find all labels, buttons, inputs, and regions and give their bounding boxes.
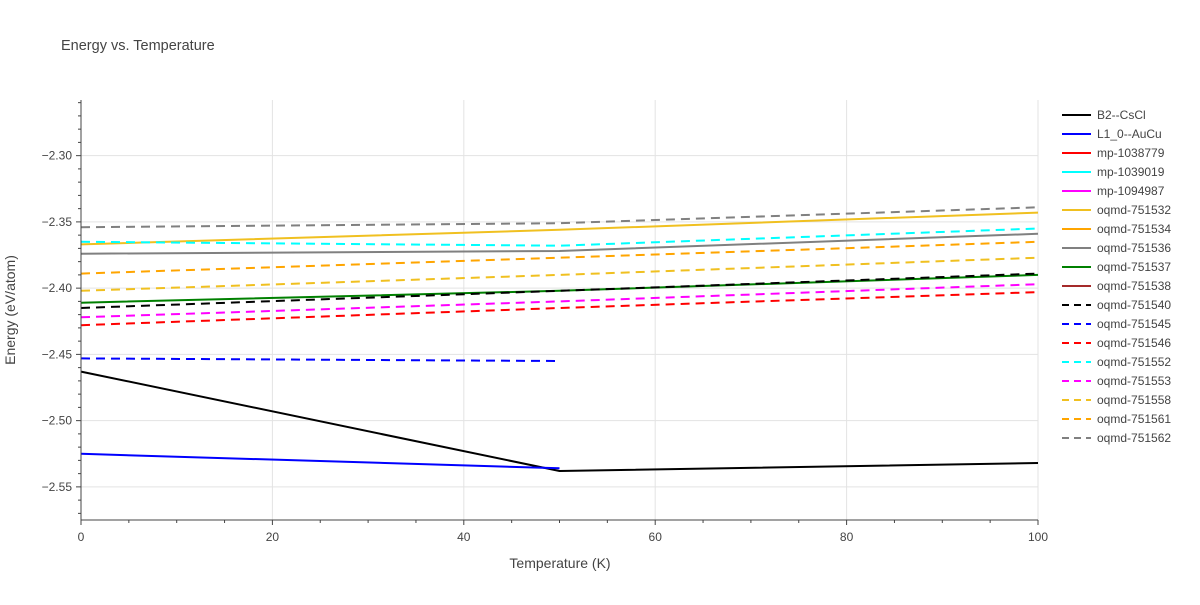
legend[interactable]: B2--CsCl L1_0--AuCu mp-1038779 mp-1039019 mp… bbox=[1062, 108, 1171, 445]
legend-item-oqmd-751538[interactable]: oqmd-751538 bbox=[1062, 279, 1171, 293]
series-line-oqmd-751546 bbox=[80, 291, 1039, 327]
legend-label: mp-1038779 bbox=[1097, 146, 1165, 160]
legend-item-oqmd-751558[interactable]: oqmd-751558 bbox=[1062, 393, 1171, 407]
legend-label: oqmd-751537 bbox=[1097, 260, 1171, 274]
legend-item-oqmd-751546[interactable]: oqmd-751546 bbox=[1062, 336, 1171, 350]
series-line-oqmd-751536 bbox=[80, 232, 1039, 255]
y-tick-label: −2.45 bbox=[42, 347, 73, 361]
legend-label: mp-1094987 bbox=[1097, 184, 1165, 198]
series-line-oqmd-751562 bbox=[80, 206, 1039, 229]
legend-label: B2--CsCl bbox=[1097, 108, 1146, 122]
series-line-oqmd-751540 bbox=[80, 272, 1039, 309]
legend-label: L1_0--AuCu bbox=[1097, 127, 1162, 141]
legend-label: oqmd-751552 bbox=[1097, 355, 1171, 369]
x-tick-label: 100 bbox=[1028, 530, 1048, 544]
series-line-oqmd-751553 bbox=[80, 283, 1039, 319]
legend-item-oqmd-751540[interactable]: oqmd-751540 bbox=[1062, 298, 1171, 312]
x-tick-label: 20 bbox=[266, 530, 280, 544]
legend-item-oqmd-751545[interactable]: oqmd-751545 bbox=[1062, 317, 1171, 331]
x-axis-title: Temperature (K) bbox=[509, 555, 610, 571]
y-tick-label: −2.40 bbox=[42, 281, 73, 295]
series-layer bbox=[80, 206, 1039, 473]
legend-label: oqmd-751558 bbox=[1097, 393, 1171, 407]
legend-label: oqmd-751545 bbox=[1097, 317, 1171, 331]
chart-title: Energy vs. Temperature bbox=[61, 38, 215, 54]
legend-label: oqmd-751532 bbox=[1097, 203, 1171, 217]
legend-item-mp-1094987[interactable]: mp-1094987 bbox=[1062, 184, 1165, 198]
legend-label: oqmd-751562 bbox=[1097, 431, 1171, 445]
y-axis-title: Energy (eV/atom) bbox=[2, 255, 18, 365]
legend-item-oqmd-751552[interactable]: oqmd-751552 bbox=[1062, 355, 1171, 369]
series-line-oqmd-751532 bbox=[80, 211, 1039, 246]
legend-label: oqmd-751540 bbox=[1097, 298, 1171, 312]
legend-item-L1_0--AuCu[interactable]: L1_0--AuCu bbox=[1062, 127, 1162, 141]
series-line-oqmd-751545 bbox=[80, 357, 560, 362]
legend-label: oqmd-751546 bbox=[1097, 336, 1171, 350]
series-line-L1_0--AuCu bbox=[80, 452, 560, 470]
y-tick-label: −2.50 bbox=[42, 414, 73, 428]
y-tick-label: −2.30 bbox=[42, 149, 73, 163]
legend-item-mp-1039019[interactable]: mp-1039019 bbox=[1062, 165, 1165, 179]
legend-label: oqmd-751536 bbox=[1097, 241, 1171, 255]
legend-item-B2--CsCl[interactable]: B2--CsCl bbox=[1062, 108, 1146, 122]
legend-item-oqmd-751553[interactable]: oqmd-751553 bbox=[1062, 374, 1171, 388]
series-line-oqmd-751558 bbox=[80, 256, 1039, 292]
y-tick-label: −2.35 bbox=[42, 215, 73, 229]
x-tick-label: 0 bbox=[78, 530, 85, 544]
series-line-oqmd-751552 bbox=[80, 227, 1039, 247]
legend-item-oqmd-751536[interactable]: oqmd-751536 bbox=[1062, 241, 1171, 255]
y-tick-label: −2.55 bbox=[42, 480, 73, 494]
legend-item-oqmd-751532[interactable]: oqmd-751532 bbox=[1062, 203, 1171, 217]
x-tick-label: 40 bbox=[457, 530, 471, 544]
legend-label: mp-1039019 bbox=[1097, 165, 1165, 179]
legend-item-oqmd-751534[interactable]: oqmd-751534 bbox=[1062, 222, 1171, 236]
legend-label: oqmd-751553 bbox=[1097, 374, 1171, 388]
legend-item-mp-1038779[interactable]: mp-1038779 bbox=[1062, 146, 1165, 160]
legend-label: oqmd-751561 bbox=[1097, 412, 1171, 426]
series-line-B2--CsCl bbox=[80, 370, 1039, 473]
legend-label: oqmd-751538 bbox=[1097, 279, 1171, 293]
legend-item-oqmd-751561[interactable]: oqmd-751561 bbox=[1062, 412, 1171, 426]
legend-label: oqmd-751534 bbox=[1097, 222, 1171, 236]
series-line-oqmd-751561 bbox=[80, 240, 1039, 275]
axes: 0 20 40 60 80 100 −2.55 −2.50 −2.45 −2.40 −2.35 −2.… bbox=[42, 100, 1048, 544]
x-tick-label: 80 bbox=[840, 530, 854, 544]
x-tick-label: 60 bbox=[649, 530, 663, 544]
grid bbox=[81, 100, 1039, 520]
legend-item-oqmd-751537[interactable]: oqmd-751537 bbox=[1062, 260, 1171, 274]
legend-item-oqmd-751562[interactable]: oqmd-751562 bbox=[1062, 431, 1171, 445]
